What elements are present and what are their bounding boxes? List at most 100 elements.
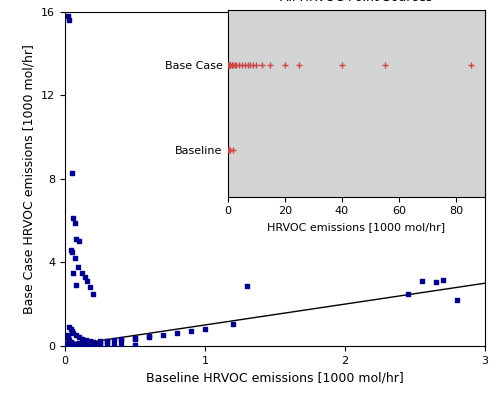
Point	[96, 339, 104, 345]
Point	[131, 335, 139, 341]
Point	[65, 336, 73, 343]
Point	[74, 341, 82, 347]
Point	[75, 334, 83, 341]
Point	[266, 62, 274, 68]
Point	[224, 62, 232, 68]
Point	[225, 62, 233, 68]
Point	[80, 341, 88, 347]
Point	[226, 62, 234, 68]
Point	[232, 62, 240, 68]
Point	[65, 341, 73, 347]
Point	[103, 342, 111, 349]
Point	[68, 328, 76, 334]
Point	[404, 290, 412, 297]
Point	[72, 282, 80, 288]
Point	[224, 62, 232, 68]
Point	[79, 342, 87, 348]
Point	[68, 342, 76, 348]
Point	[280, 62, 288, 68]
Point	[201, 326, 209, 332]
Point	[250, 62, 258, 68]
Point	[71, 255, 79, 261]
Point	[74, 341, 82, 347]
Point	[145, 333, 153, 340]
Point	[66, 342, 74, 348]
Point	[86, 284, 94, 290]
Point	[229, 62, 237, 68]
Point	[240, 62, 248, 68]
Point	[64, 13, 72, 19]
Point	[89, 342, 97, 348]
Point	[78, 341, 86, 347]
Point	[89, 338, 97, 345]
Point	[72, 332, 80, 338]
Point	[68, 249, 76, 255]
Point	[66, 338, 74, 345]
Point	[65, 324, 73, 330]
Point	[72, 342, 80, 348]
Point	[65, 341, 73, 347]
Point	[226, 147, 234, 153]
Point	[295, 62, 303, 68]
Point	[381, 62, 389, 68]
Point	[131, 342, 139, 349]
Point	[159, 332, 167, 338]
Point	[70, 330, 78, 336]
Point	[68, 341, 76, 347]
Point	[82, 340, 90, 346]
Point	[117, 336, 125, 342]
Point	[229, 147, 237, 153]
Point	[78, 335, 86, 342]
Point	[466, 62, 474, 68]
Point	[229, 321, 237, 327]
Point	[103, 338, 111, 344]
Point	[110, 342, 118, 349]
Point	[131, 335, 139, 342]
Point	[64, 334, 72, 341]
Point	[70, 342, 78, 348]
Point	[78, 270, 86, 276]
Point	[244, 62, 252, 68]
Point	[68, 169, 76, 176]
Point	[72, 236, 80, 242]
Point	[70, 270, 78, 276]
Point	[224, 62, 232, 68]
Point	[88, 341, 96, 347]
Point	[84, 278, 92, 284]
Point	[70, 215, 78, 222]
X-axis label: HRVOC emissions [1000 mol/hr]: HRVOC emissions [1000 mol/hr]	[267, 222, 446, 232]
Point	[103, 338, 111, 344]
Point	[230, 62, 238, 68]
Point	[86, 338, 94, 344]
Point	[226, 62, 234, 68]
Point	[187, 328, 195, 334]
Point	[65, 17, 73, 23]
Point	[92, 341, 100, 347]
Point	[173, 330, 181, 336]
Point	[243, 283, 251, 290]
Point	[338, 62, 346, 68]
Point	[145, 334, 153, 341]
Point	[96, 338, 104, 344]
Point	[64, 341, 72, 347]
Point	[246, 62, 254, 68]
Y-axis label: Base Case HRVOC emissions [1000 mol/hr]: Base Case HRVOC emissions [1000 mol/hr]	[22, 44, 36, 314]
Title: All HRVOC Point Sources: All HRVOC Point Sources	[280, 0, 432, 4]
Point	[66, 326, 74, 332]
Point	[418, 278, 426, 284]
Point	[86, 339, 94, 345]
Point	[75, 341, 83, 347]
Point	[71, 220, 79, 226]
Point	[89, 290, 97, 297]
Point	[84, 341, 92, 347]
Point	[72, 341, 80, 347]
Point	[439, 277, 447, 283]
Point	[225, 147, 233, 153]
Point	[68, 341, 76, 347]
Point	[71, 341, 79, 347]
Point	[96, 342, 104, 349]
Point	[235, 62, 243, 68]
Point	[62, 340, 70, 347]
X-axis label: Baseline HRVOC emissions [1000 mol/hr]: Baseline HRVOC emissions [1000 mol/hr]	[146, 371, 404, 384]
Point	[75, 340, 83, 347]
